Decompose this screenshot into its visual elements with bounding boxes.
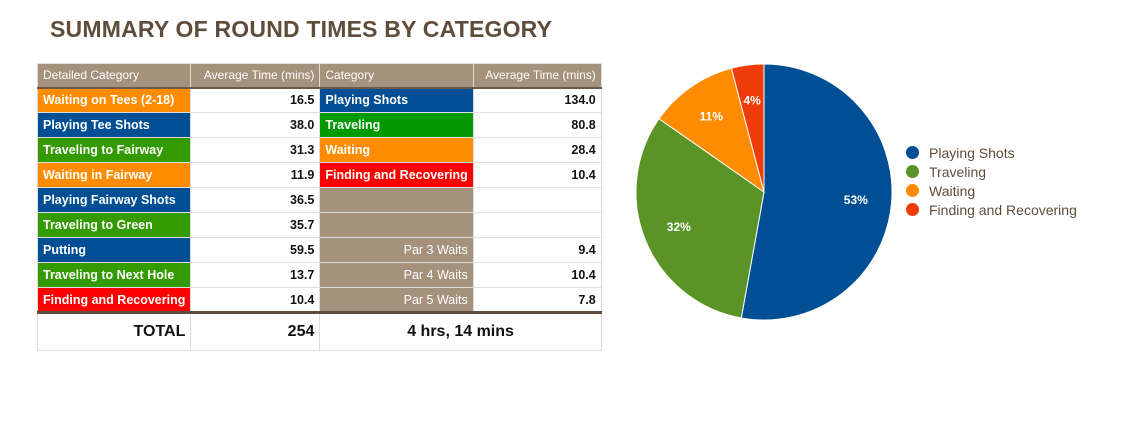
table-row: Traveling to Green 35.7 (36, 212, 602, 238)
total-time: 4 hrs, 14 mins (319, 311, 602, 351)
legend-swatch-icon (906, 165, 919, 178)
page-title: SUMMARY OF ROUND TIMES BY CATEGORY (50, 16, 553, 42)
pie-data-label: 32% (667, 220, 691, 234)
legend-swatch-icon (906, 184, 919, 197)
pie-data-label: 53% (844, 193, 868, 207)
detailed-category-cell: Putting (36, 237, 192, 263)
legend-label: Playing Shots (929, 144, 1015, 161)
chart-legend: Playing Shots Traveling Waiting Finding and… (906, 143, 1077, 219)
category-cell: Waiting (319, 137, 474, 163)
total-label: TOTAL (36, 311, 192, 351)
detailed-category-cell: Waiting on Tees (2-18) (36, 87, 192, 113)
category-time-cell: 9.4 (472, 237, 602, 263)
pie-slice-traveling (635, 118, 765, 319)
category-cell: Playing Shots (319, 87, 474, 113)
table-row: Waiting on Tees (2-18) 16.5 Playing Shots 1… (36, 87, 602, 113)
table-row: Traveling to Next Hole 13.7 Par 4 Waits 10.… (36, 262, 602, 288)
total-row: TOTAL 254 4 hrs, 14 mins (36, 311, 602, 351)
pie-slice-waiting (658, 67, 765, 194)
pie-slice-playing-shots (740, 63, 893, 321)
summary-table: Detailed Category Average Time (mins) Cate… (36, 63, 602, 351)
detailed-category-cell: Waiting in Fairway (36, 162, 192, 188)
category-time-cell: 134.0 (472, 87, 602, 113)
column-header: Detailed Category (36, 63, 192, 89)
category-time-cell: 7.8 (472, 287, 602, 313)
detailed-category-cell: Traveling to Green (36, 212, 192, 238)
category-time-cell: 80.8 (472, 112, 602, 138)
category-cell: Traveling (319, 112, 474, 138)
table-row: Putting 59.5 Par 3 Waits 9.4 (36, 237, 602, 263)
category-time-cell: 28.4 (472, 137, 602, 163)
column-header: Average Time (mins) (190, 63, 321, 89)
legend-swatch-icon (906, 203, 919, 216)
detailed-category-cell: Playing Fairway Shots (36, 187, 192, 213)
legend-item: Playing Shots (906, 143, 1077, 162)
pie-data-label: 4% (743, 94, 761, 108)
table-header-row: Detailed Category Average Time (mins) Cate… (36, 63, 602, 89)
detailed-time-cell: 10.4 (190, 287, 321, 313)
detailed-category-cell: Playing Tee Shots (36, 112, 192, 138)
pie-data-label: 11% (700, 109, 724, 123)
table-row: Traveling to Fairway 31.3 Waiting 28.4 (36, 137, 602, 163)
legend-label: Finding and Recovering (929, 201, 1077, 218)
detailed-time-cell: 16.5 (190, 87, 321, 113)
legend-label: Waiting (929, 182, 976, 199)
legend-item: Waiting (906, 181, 1077, 200)
column-header: Category (319, 63, 474, 89)
detailed-time-cell: 38.0 (190, 112, 321, 138)
total-value: 254 (190, 311, 321, 351)
category-cell: Par 4 Waits (319, 262, 474, 288)
table-row: Playing Tee Shots 38.0 Traveling 80.8 (36, 112, 602, 138)
category-cell: Par 5 Waits (319, 287, 474, 313)
table-row: Finding and Recovering 10.4 Par 5 Waits 7.8 (36, 287, 602, 313)
detailed-category-cell: Finding and Recovering (36, 287, 192, 313)
legend-label: Traveling (929, 163, 987, 180)
pie-slice-finding-and-recovering (730, 63, 765, 193)
legend-swatch-icon (906, 146, 919, 159)
detailed-category-cell: Traveling to Next Hole (36, 262, 192, 288)
category-cell: Par 3 Waits (319, 237, 474, 263)
legend-item: Finding and Recovering (906, 200, 1077, 219)
legend-item: Traveling (906, 162, 1077, 181)
column-header: Average Time (mins) (472, 63, 602, 89)
